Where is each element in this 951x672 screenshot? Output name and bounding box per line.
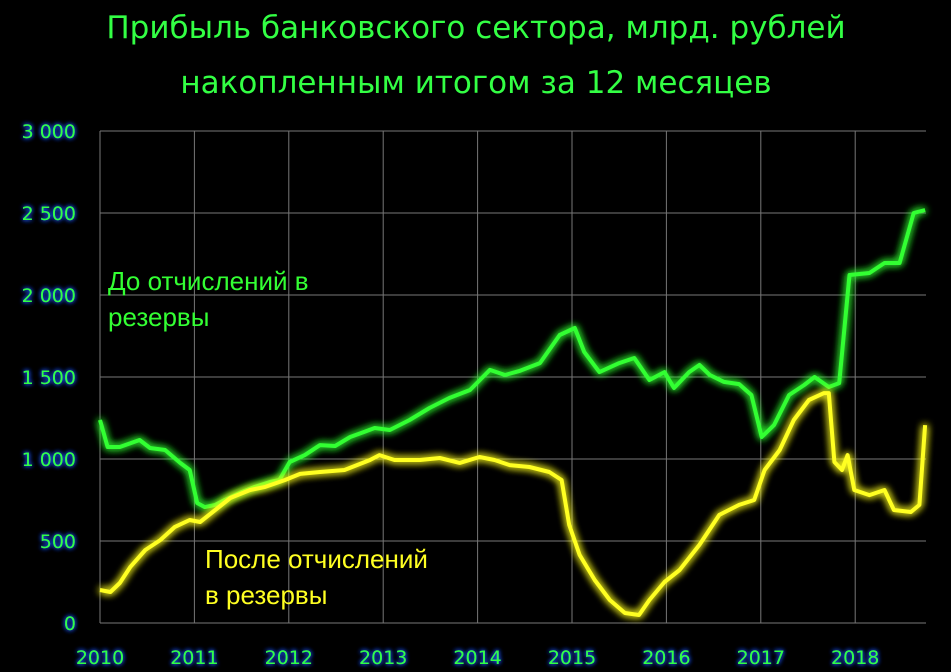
series-label: резервы (108, 302, 209, 332)
series-line (99, 391, 928, 617)
x-tick-label: 2013 (359, 647, 407, 669)
series-label: После отчислений (205, 544, 428, 574)
x-tick-label: 2016 (642, 647, 690, 669)
chart-title: накопленным итогом за 12 месяцев (180, 65, 771, 101)
x-tick-label: 2014 (453, 647, 501, 669)
y-tick-label: 2 500 (22, 203, 76, 225)
y-tick-label: 1 500 (22, 367, 76, 389)
x-tick-label: 2015 (548, 647, 596, 669)
y-tick-label: 3 000 (22, 121, 76, 143)
x-tick-label: 2010 (76, 647, 124, 669)
chart-title: Прибыль банковского сектора, млрд. рубле… (106, 10, 845, 46)
y-tick-label: 500 (40, 531, 76, 553)
x-tick-label: 2018 (831, 647, 879, 669)
series-label: До отчислений в (108, 266, 309, 296)
series-line (98, 208, 926, 510)
x-tick-label: 2017 (737, 647, 785, 669)
series-label: в резервы (205, 580, 327, 610)
x-tick-label: 2011 (170, 647, 218, 669)
y-tick-label: 2 000 (22, 285, 76, 307)
x-tick-label: 2012 (265, 647, 313, 669)
y-tick-label: 0 (64, 613, 76, 635)
y-tick-label: 1 000 (22, 449, 76, 471)
